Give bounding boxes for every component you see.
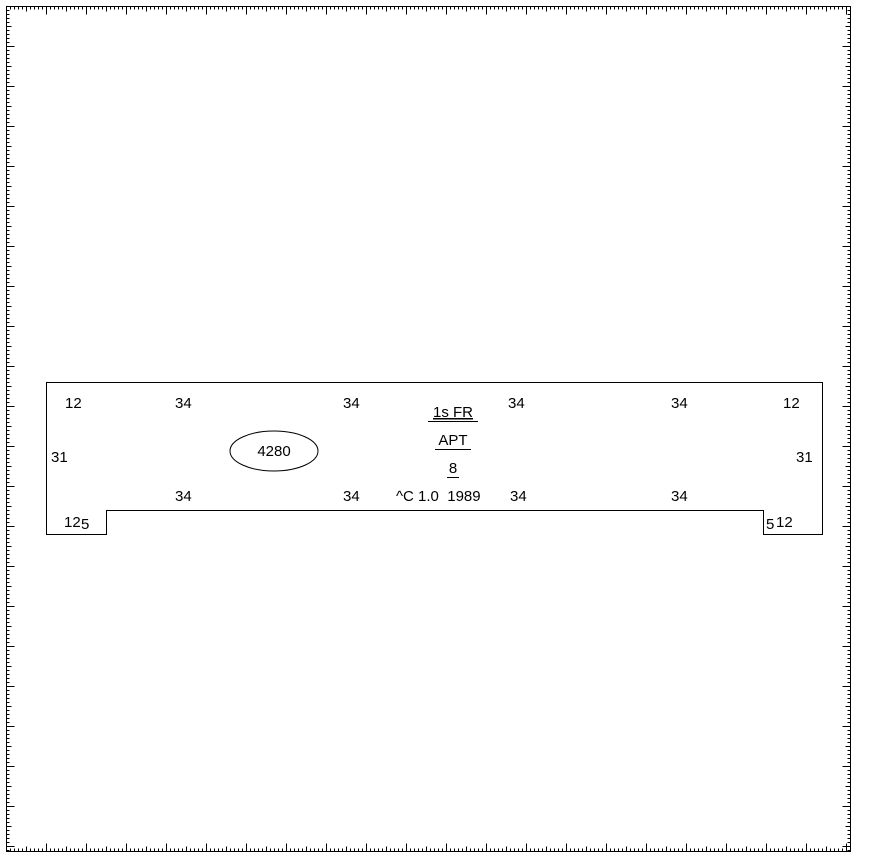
dim-left-side: 31: [51, 449, 68, 466]
dim-top-left-corner: 12: [65, 395, 82, 412]
area-tag-ellipse: [229, 430, 319, 472]
dim-bottom-right-mid-run: 34: [510, 488, 527, 505]
dim-notch-right-width: 12: [776, 514, 793, 531]
dim-top-right-run: 34: [671, 395, 688, 412]
dim-top-right-corner: 12: [783, 395, 800, 412]
building-outline: [46, 382, 823, 535]
sketch-frame: [6, 6, 851, 852]
info-units: 8: [449, 460, 457, 477]
info-grade-year: ^C 1.0 1989: [396, 488, 481, 505]
ruler-ticks: [6, 6, 851, 852]
info-use: APT: [438, 432, 467, 449]
area-tag-value: 4280: [257, 443, 290, 460]
dim-notch-right-depth: 5: [766, 516, 774, 533]
dim-bottom-right-run: 34: [671, 488, 688, 505]
dim-bottom-left-run: 34: [175, 488, 192, 505]
dim-bottom-left-mid-run: 34: [343, 488, 360, 505]
dim-notch-left-width: 12: [64, 514, 81, 531]
dim-notch-left-depth: 5: [81, 516, 89, 533]
dim-top-right-mid-run: 34: [508, 395, 525, 412]
dim-top-left-mid-run: 34: [343, 395, 360, 412]
dim-right-side: 31: [796, 449, 813, 466]
dim-top-left-run: 34: [175, 395, 192, 412]
info-story: 1s FR: [433, 404, 473, 421]
